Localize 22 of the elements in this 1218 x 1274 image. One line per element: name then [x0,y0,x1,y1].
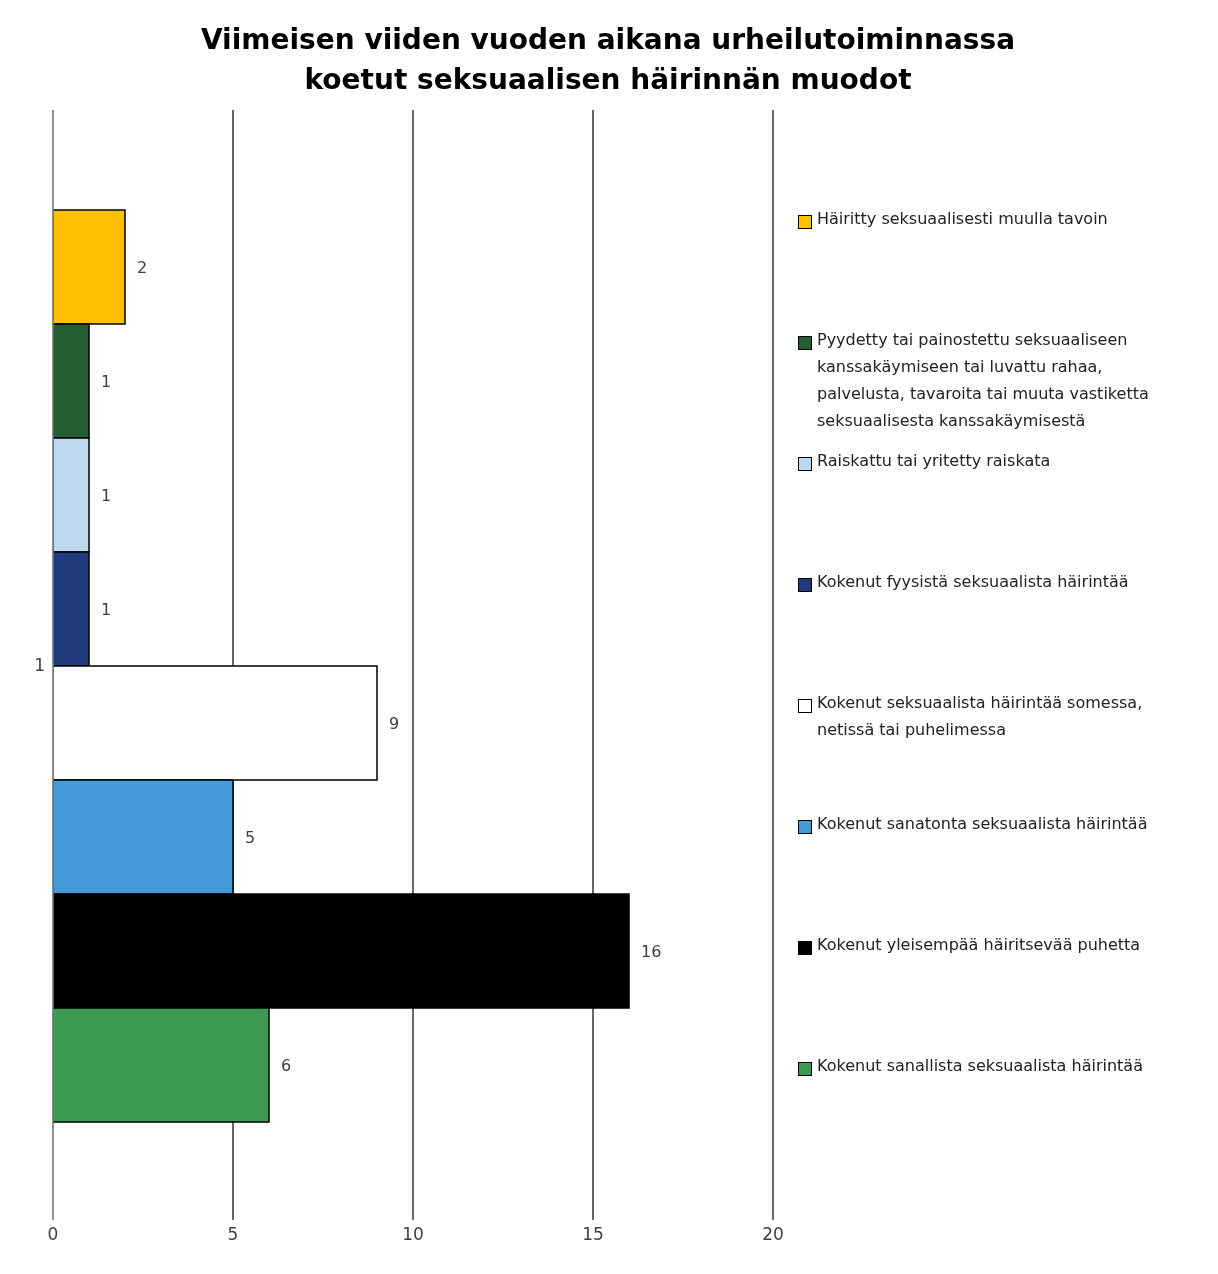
x-tick-label: 10 [402,1224,424,1245]
legend-label: Kokenut fyysistä seksuaalista häirintää [817,571,1129,593]
legend-label: Kokenut yleisempää häiritsevää puhetta [817,934,1141,956]
legend-label: Häiritty seksuaalisesti muulla tavoin [817,208,1108,230]
data-label: 9 [389,713,400,733]
data-label: 1 [101,599,112,619]
data-label: 2 [137,257,148,277]
data-label: 1 [101,371,112,391]
data-label: 1 [101,485,112,505]
data-label: 16 [641,941,662,961]
legend-label: Pyydetty tai painostettu seksuaaliseen kanssakäymiseen tai luvattu rahaa, palvelusta, tavaroita tai muuta vastiketta seksuaalisesta kanssakäymisestä [817,329,1150,432]
data-label: 6 [281,1055,292,1075]
x-tick-label: 5 [227,1224,239,1245]
legend-label: Kokenut sanatonta seksuaalista häirintää [817,813,1148,835]
legend-label: Kokenut sanallista seksuaalista häirintää [817,1055,1143,1077]
legend-label: Kokenut seksuaalista häirintää somessa, netissä tai puhelimessa [817,692,1144,741]
chart-title: Viimeisen viiden vuoden aikana urheilutoiminnassa koetut seksuaalisen häirinnän muodot [199,22,1017,98]
legend-label: Raiskattu tai yritetty raiskata [817,450,1051,472]
data-label: 5 [245,827,256,847]
x-tick-label: 20 [762,1224,784,1245]
x-tick-label: 0 [47,1224,59,1245]
x-tick-label: 15 [582,1224,604,1245]
